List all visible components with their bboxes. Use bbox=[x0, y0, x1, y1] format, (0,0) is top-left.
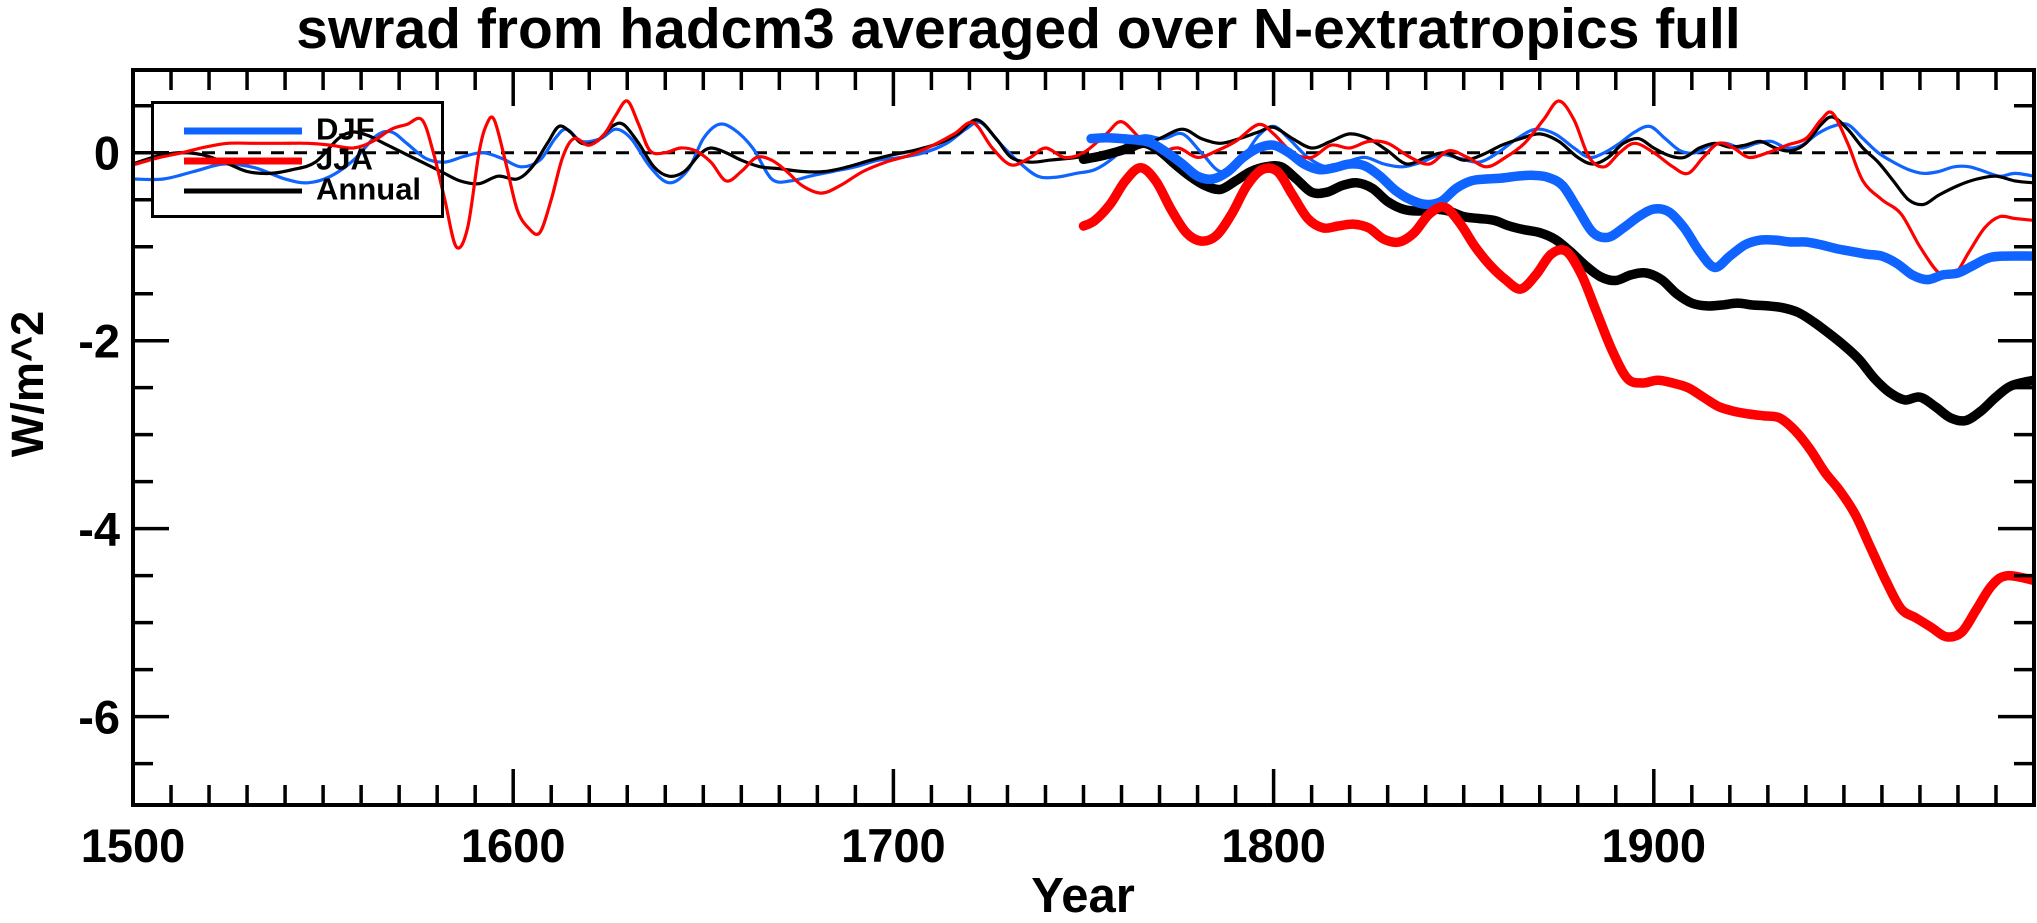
x-tick-label-1600: 1600 bbox=[460, 819, 566, 872]
legend-label-jja: JJA bbox=[316, 141, 373, 177]
y-tick-label--2: -2 bbox=[78, 314, 120, 368]
y-tick-label--6: -6 bbox=[78, 690, 120, 744]
series-line-3 bbox=[1078, 138, 2036, 426]
x-tick-label-1700: 1700 bbox=[841, 819, 946, 872]
legend-line-annual bbox=[184, 188, 302, 194]
legend-label-djf: DJF bbox=[316, 111, 375, 147]
legend-label-annual: Annual bbox=[316, 171, 422, 207]
x-tick-label-1900: 1900 bbox=[1601, 819, 1707, 872]
y-tick-label--4: -4 bbox=[78, 502, 120, 556]
x-tick-label-1500: 1500 bbox=[80, 819, 186, 872]
legend-line-djf bbox=[184, 127, 302, 135]
series-line-5 bbox=[1078, 162, 2036, 642]
legend-line-jja bbox=[184, 157, 302, 165]
chart-title: swrad from hadcm3 averaged over N-extrat… bbox=[296, 0, 1741, 61]
y-tick-label-0: 0 bbox=[93, 126, 120, 180]
series-line-2 bbox=[131, 99, 2036, 279]
legend: DJF JJA Annual bbox=[151, 101, 444, 218]
x-tick-label-1800: 1800 bbox=[1221, 819, 1326, 872]
series-line-4 bbox=[1086, 132, 2036, 285]
x-axis-title: Year bbox=[1031, 869, 1135, 923]
